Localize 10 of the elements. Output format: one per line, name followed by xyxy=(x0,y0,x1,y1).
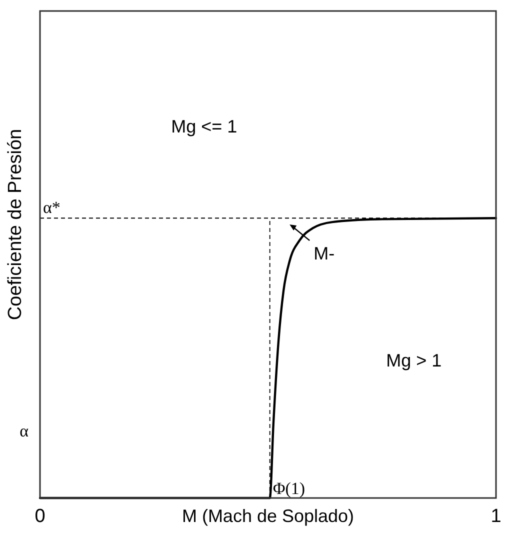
ref-line-label: Φ(1) xyxy=(272,479,306,498)
text: Mg <= 1 xyxy=(171,116,238,137)
y-axis-title: Coeficiente de Presión xyxy=(5,128,26,320)
annotation: Mg > 1 xyxy=(386,350,442,370)
x-tick-label: 0 xyxy=(34,506,46,527)
annotation: M- xyxy=(314,243,335,264)
text: α xyxy=(20,422,29,441)
ref-line-label: α* xyxy=(43,198,60,218)
x-axis-title: M (Mach de Soplado) xyxy=(182,506,354,526)
x-tick-label: 1 xyxy=(490,506,502,527)
